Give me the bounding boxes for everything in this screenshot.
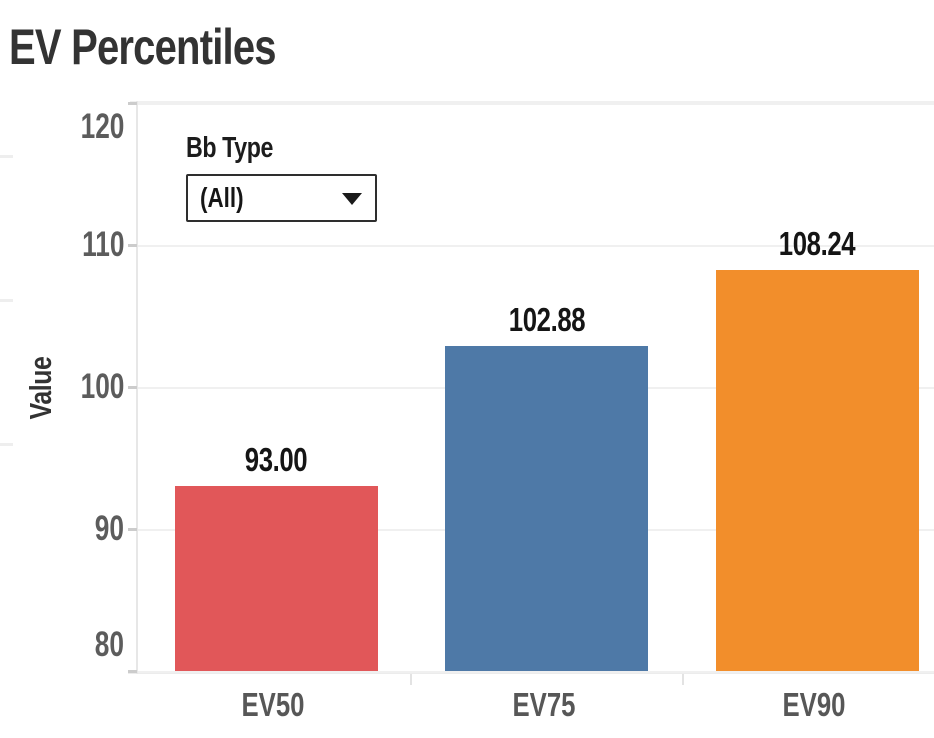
x-axis-label-ev75: EV75 — [512, 686, 576, 723]
bar-value-label: 93.00 — [245, 441, 308, 479]
y-tick-label: 120 — [80, 107, 124, 146]
x-axis-label-ev50: EV50 — [241, 686, 305, 723]
page-title: EV Percentiles — [9, 19, 277, 75]
gridline — [138, 671, 934, 673]
bar-ev50[interactable] — [174, 486, 378, 671]
x-axis-label-ev90: EV90 — [782, 686, 846, 723]
y-axis-line — [136, 101, 138, 674]
gridline — [138, 245, 934, 247]
y-tick-mark — [128, 244, 137, 247]
bar-ev75[interactable] — [445, 346, 649, 671]
filter-label: Bb Type — [186, 132, 273, 164]
bar-value-label: 108.24 — [779, 224, 856, 262]
plot-border-top — [130, 101, 934, 103]
y-tick-mark — [128, 102, 137, 105]
left-edge-gridline-stub — [0, 299, 13, 302]
gridline — [138, 103, 934, 105]
left-edge-gridline-stub — [0, 155, 13, 158]
bar-ev90[interactable] — [715, 269, 919, 671]
y-axis-title: Value — [23, 356, 58, 420]
y-tick-label: 90 — [94, 509, 124, 548]
y-tick-mark — [128, 386, 137, 389]
y-tick-label: 80 — [94, 625, 124, 664]
bb-type-dropdown[interactable]: (All) — [186, 174, 377, 222]
dropdown-arrow-icon[interactable] — [342, 193, 362, 205]
bar-value-label: 102.88 — [508, 301, 586, 339]
left-edge-gridline-stub — [0, 443, 13, 446]
y-tick-mark — [128, 670, 137, 673]
y-tick-label: 110 — [81, 225, 124, 264]
y-tick-mark — [128, 528, 137, 531]
dropdown-selected-value[interactable]: (All) — [200, 182, 244, 213]
pane-divider-tick — [410, 674, 412, 685]
x-axis-line — [128, 672, 934, 674]
y-tick-label: 100 — [80, 367, 124, 406]
pane-divider-tick — [682, 674, 684, 685]
